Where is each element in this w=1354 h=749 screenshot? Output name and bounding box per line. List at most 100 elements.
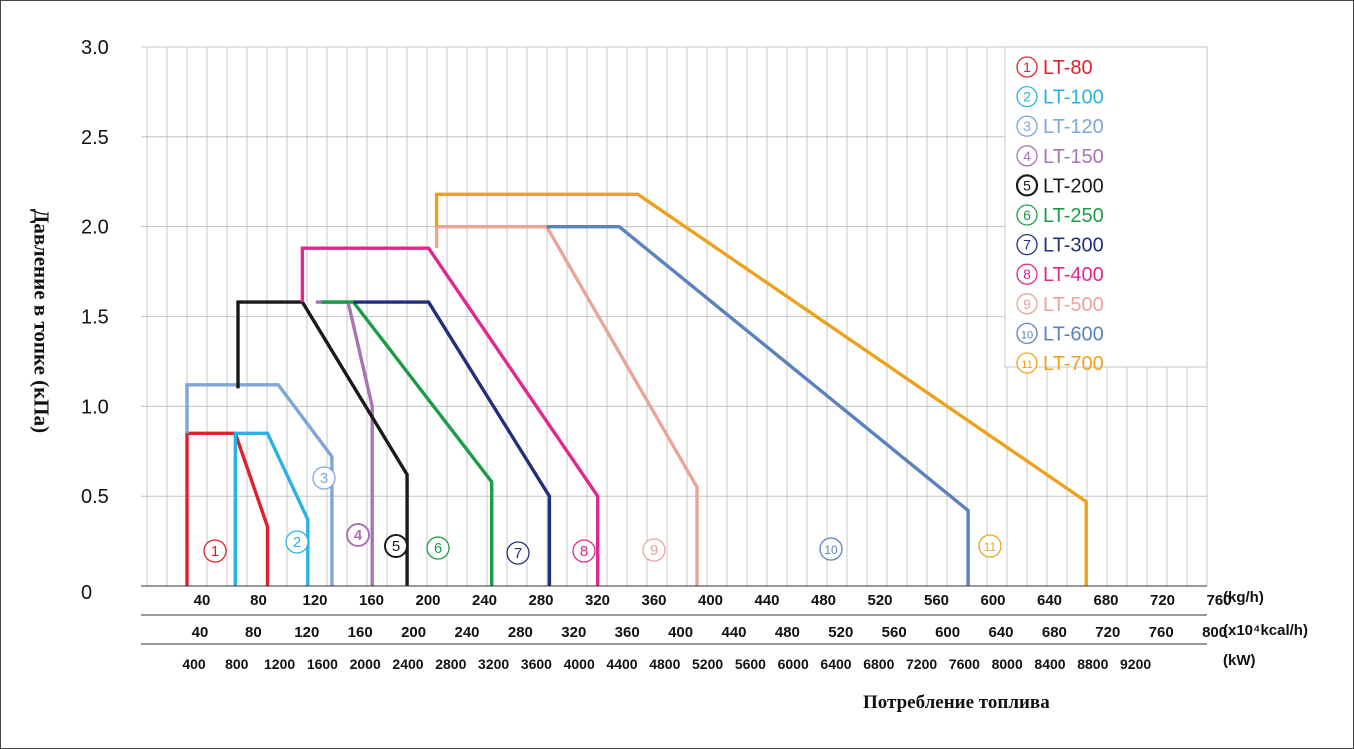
x-tick-label: 640 <box>1037 592 1062 609</box>
series-marker-label: 10 <box>824 543 838 557</box>
series-marker-circle <box>285 530 309 554</box>
x-tick-label: 5600 <box>735 656 766 672</box>
legend-marker-circle <box>1016 322 1038 345</box>
legend-label: LT-120 <box>1043 116 1104 138</box>
series-marker-9: 9 <box>642 538 666 562</box>
y-tick-label: 1.0 <box>81 396 109 418</box>
legend-entry: 5 LT-200 <box>1015 174 1104 197</box>
x-tick-label: 800 <box>1202 624 1227 641</box>
series-markers: 1 2 3 4 5 6 7 8 9 10 11 <box>203 466 1002 565</box>
legend-marker-number: 1 <box>1023 59 1031 75</box>
x-tick-label: 40 <box>194 592 211 609</box>
legend-marker-circle <box>1016 293 1038 315</box>
x-tick-label: 160 <box>348 624 373 641</box>
x-tick-label: 2400 <box>392 656 423 672</box>
x-tick-label: 80 <box>245 624 262 641</box>
series-line-lt-250 <box>321 300 494 586</box>
x-tick-label: 3600 <box>521 656 552 672</box>
x-tick-label: 2800 <box>435 656 466 672</box>
x-tick-label: 7600 <box>949 656 980 672</box>
x-tick-label: 1600 <box>307 656 338 672</box>
legend-label: LT-80 <box>1043 57 1093 79</box>
x-tick-label: 320 <box>561 624 586 641</box>
x-tick-label: 280 <box>508 624 533 641</box>
x-tick-label: 400 <box>182 656 206 672</box>
x-tick-label: 240 <box>472 592 497 609</box>
legend-marker-circle <box>1016 263 1038 285</box>
x-tick-label: 600 <box>935 624 960 641</box>
x-tick-label: 320 <box>585 592 610 609</box>
series-marker-label: 1 <box>211 543 219 560</box>
series-marker-3: 3 <box>312 466 336 490</box>
x-tick-label: 760 <box>1149 624 1174 641</box>
legend-marker-number: 6 <box>1023 207 1031 223</box>
series-line-lt-300 <box>353 300 552 586</box>
x-tick-label: 400 <box>698 592 723 609</box>
x-tick-label: 7200 <box>906 656 937 672</box>
series-line-lt-400 <box>300 246 600 586</box>
x-tick-label: 360 <box>615 624 640 641</box>
legend-marker-circle <box>1016 204 1038 226</box>
series-marker-5: 5 <box>384 534 408 558</box>
y-tick-label: 2.0 <box>81 217 109 239</box>
legend-entry: 10 LT-600 <box>1016 322 1104 345</box>
x-tick-label: 800 <box>225 656 249 672</box>
series-marker-label: 8 <box>580 543 588 560</box>
x-tick-label: 6400 <box>820 656 851 672</box>
x-tick-label: 40 <box>192 624 209 641</box>
series-marker-label: 6 <box>434 540 442 557</box>
series-marker-8: 8 <box>572 539 596 563</box>
x-tick-label: 200 <box>415 592 440 609</box>
x-tick-label: 680 <box>1042 624 1067 641</box>
series-marker-circle <box>642 538 666 562</box>
x-tick-label: 480 <box>811 592 836 609</box>
series-marker-6: 6 <box>426 536 450 560</box>
series-marker-circle <box>203 539 227 563</box>
legend-marker-number: 4 <box>1023 148 1031 164</box>
legend-marker-number: 5 <box>1023 177 1031 193</box>
series-marker-1: 1 <box>203 539 227 563</box>
legend-box <box>1004 46 1208 368</box>
legend-entry: 4 LT-150 <box>1016 145 1104 168</box>
x-tick-label: 440 <box>721 624 746 641</box>
legend-marker-circle <box>1016 233 1038 256</box>
y-tick-label: 3.0 <box>81 37 109 59</box>
x-tick-label: 9200 <box>1120 656 1151 672</box>
series-marker-circle <box>572 539 596 563</box>
series-marker-circle <box>346 523 370 547</box>
series-line-lt-600 <box>546 224 970 586</box>
series-line-lt-700 <box>434 192 1088 586</box>
legend-entry: 2 LT-100 <box>1016 85 1104 109</box>
legend-marker-number: 9 <box>1023 296 1031 312</box>
x-tick-label: 3200 <box>478 656 509 672</box>
x-tick-label: 8400 <box>1034 656 1065 672</box>
x-axis-unit: (kg/h) <box>1223 589 1264 606</box>
y-tick-label: 0 <box>81 582 92 604</box>
series-marker-circle <box>312 466 336 490</box>
x-tick-label: 480 <box>775 624 800 641</box>
x-tick-label: 400 <box>668 624 693 641</box>
legend-marker-number: 8 <box>1023 266 1031 282</box>
x-axis-unit: (kW) <box>1223 652 1256 669</box>
x-tick-label: 1200 <box>264 656 295 672</box>
x-tick-label: 560 <box>924 592 949 609</box>
x-tick-label: 520 <box>867 592 892 609</box>
x-tick-label: 6000 <box>778 656 809 672</box>
legend-marker-circle <box>1015 174 1039 197</box>
x-tick-label: 8000 <box>992 656 1023 672</box>
legend-entry: 1 LT-80 <box>1016 56 1093 79</box>
x-tick-label: 600 <box>980 592 1005 609</box>
x-tick-label: 2000 <box>350 656 381 672</box>
x-tick-label: 520 <box>828 624 853 641</box>
legend-label: LT-700 <box>1043 353 1104 375</box>
x-tick-label: 160 <box>359 592 384 609</box>
series-marker-label: 5 <box>392 538 400 555</box>
series-line-lt-100 <box>233 431 310 586</box>
series-marker-circle <box>426 536 450 560</box>
legend-marker-number: 11 <box>1021 359 1032 371</box>
legend-label: LT-600 <box>1043 323 1104 345</box>
x-tick-label: 560 <box>882 624 907 641</box>
legend-marker-number: 2 <box>1023 89 1031 105</box>
x-tick-label: 4400 <box>606 656 637 672</box>
x-tick-label: 240 <box>454 624 479 641</box>
